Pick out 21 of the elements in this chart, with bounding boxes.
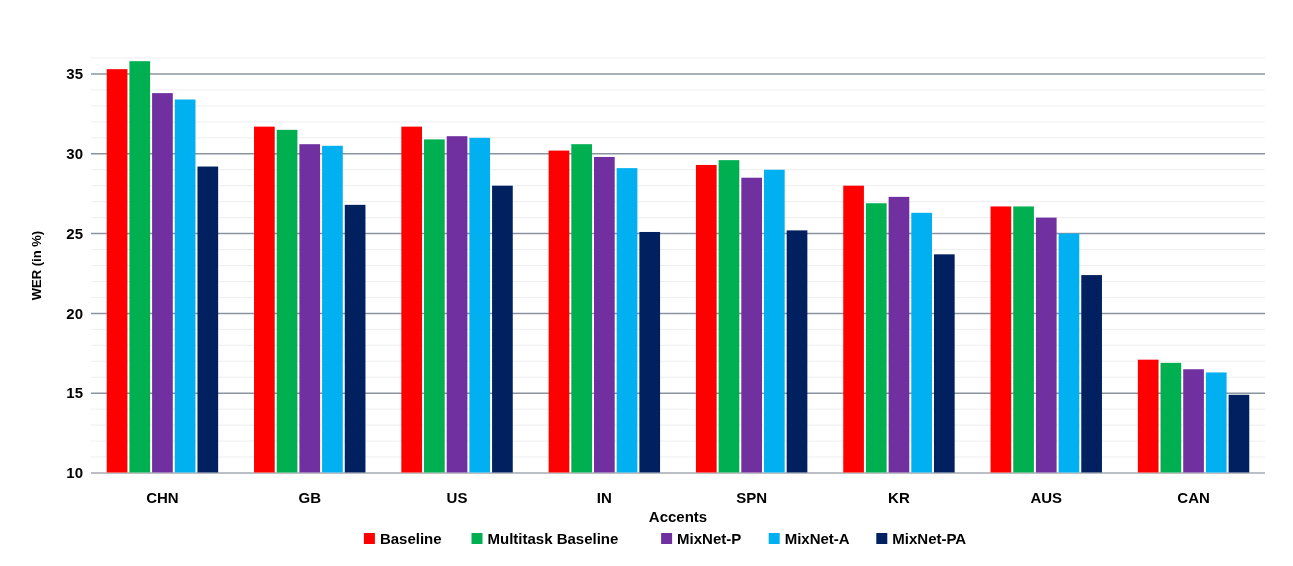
- x-tick-label: AUS: [1030, 489, 1063, 506]
- x-tick-label: US: [446, 489, 468, 506]
- x-tick-label: SPN: [736, 489, 768, 506]
- x-tick-label: KR: [888, 489, 910, 506]
- legend-label: MixNet-PA: [892, 530, 967, 547]
- y-tick-label: 10: [66, 464, 83, 482]
- legend-label: MixNet-P: [677, 530, 742, 547]
- x-tick-label: IN: [596, 489, 612, 506]
- y-axis-title: WER (in %): [29, 230, 44, 301]
- y-tick-label: 25: [66, 224, 83, 242]
- y-tick-label: 15: [66, 384, 83, 402]
- y-tick-label: 35: [66, 65, 83, 83]
- legend-label: MixNet-A: [784, 530, 850, 547]
- x-tick-label: GB: [298, 489, 322, 506]
- legend-label: Multitask Baseline: [487, 530, 619, 547]
- x-tick-label: CAN: [1177, 489, 1210, 506]
- y-tick-label: 30: [66, 145, 83, 163]
- x-axis-title: Accents: [648, 508, 708, 525]
- legend-label: Baseline: [379, 530, 442, 547]
- y-tick-label: 20: [66, 304, 83, 322]
- x-tick-label: CHN: [146, 489, 179, 506]
